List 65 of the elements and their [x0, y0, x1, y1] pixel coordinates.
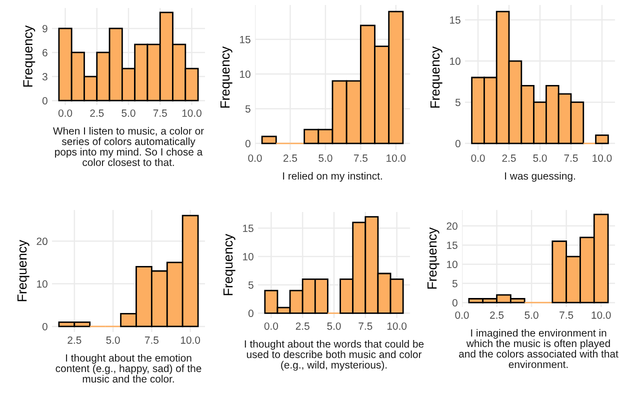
- x-tick-label: 0.0: [264, 322, 278, 330]
- x-tick-label: 2.5: [296, 322, 310, 330]
- y-axis-title: Frequency: [220, 46, 232, 108]
- y-tick-label: 5: [452, 280, 458, 288]
- y-tick-label: 15: [447, 242, 458, 249]
- y-tick-label: 0: [248, 310, 254, 318]
- x-tick-label: 5.0: [533, 154, 547, 162]
- y-tick-label: 0: [452, 299, 458, 306]
- x-tick-label: 10.0: [592, 154, 612, 162]
- x-axis-title: I imagined the environment in which the music is often played and the colors associated with that environment.: [459, 329, 618, 368]
- y-axis-title: Frequency: [430, 46, 442, 108]
- x-tick-label: 7.5: [358, 322, 372, 330]
- y-axis-title: Frequency: [427, 227, 440, 289]
- y-tick-label: 0: [455, 140, 460, 148]
- x-tick-label: 5.0: [318, 154, 332, 162]
- y-tick-label: 0: [245, 140, 250, 148]
- x-axis-title: I thought about the words that could be used to describe both music and color (e.g., wild, mysterious).: [244, 340, 424, 371]
- x-tick-label: 2.5: [502, 154, 516, 162]
- x-tick-label: 2.5: [284, 154, 298, 162]
- x-tick-label: 7.5: [564, 154, 578, 162]
- y-tick-label: 10: [240, 70, 250, 78]
- y-tick-label: 0: [42, 97, 48, 104]
- x-tick-label: 7.5: [144, 336, 158, 344]
- x-tick-label: 7.5: [354, 154, 368, 162]
- y-axis-title: Frequency: [17, 240, 30, 302]
- x-tick-label: 0.0: [455, 311, 469, 319]
- y-tick-label: 9: [42, 24, 48, 32]
- y-tick-label: 10: [37, 280, 48, 288]
- x-tick-label: 0.0: [248, 154, 262, 162]
- y-tick-label: 20: [446, 222, 458, 230]
- y-tick-label: 15: [240, 36, 250, 44]
- y-tick-label: 5: [248, 281, 254, 289]
- y-tick-label: 3: [42, 73, 48, 80]
- x-axis-title: I relied on my instinct.: [283, 172, 382, 182]
- y-tick-label: 0: [42, 322, 48, 330]
- y-axis-title: Frequency: [223, 234, 236, 296]
- x-axis-title: I thought about the emotion content (e.g., happy, sad) of the music and the color.: [56, 354, 202, 383]
- x-tick-label: 5.0: [524, 311, 538, 319]
- y-tick-label: 15: [243, 224, 254, 232]
- y-axis-title: Frequency: [23, 25, 36, 87]
- y-tick-label: 10: [243, 253, 254, 260]
- x-axis-title: I was guessing.: [505, 172, 575, 182]
- x-axis-title: When I listen to music, a color or series of colors automatically pops into my mind. So I chose a color closest to that.: [53, 127, 204, 166]
- y-tick-label: 15: [450, 16, 460, 24]
- x-tick-label: 2.5: [68, 336, 82, 344]
- x-tick-label: 10.0: [387, 322, 407, 330]
- x-tick-label: 0.0: [471, 154, 485, 162]
- y-tick-label: 10: [450, 58, 460, 65]
- x-tick-label: 5.0: [122, 109, 136, 117]
- x-tick-label: 0.0: [58, 109, 72, 117]
- x-tick-label: 7.5: [560, 312, 574, 319]
- y-tick-label: 10: [447, 260, 458, 268]
- x-tick-label: 5.0: [327, 322, 341, 330]
- x-tick-label: 10.0: [182, 109, 202, 117]
- x-tick-label: 2.5: [90, 109, 104, 117]
- x-tick-label: 2.5: [490, 311, 504, 319]
- y-tick-label: 5: [455, 98, 460, 106]
- y-tick-label: 6: [42, 48, 48, 56]
- x-tick-label: 10.0: [180, 336, 200, 344]
- x-tick-label: 10.0: [592, 311, 611, 319]
- x-tick-label: 5.0: [106, 336, 120, 344]
- y-tick-label: 5: [245, 105, 250, 113]
- y-tick-label: 20: [36, 238, 48, 246]
- x-tick-label: 10.0: [386, 154, 406, 162]
- x-tick-label: 7.5: [153, 110, 167, 117]
